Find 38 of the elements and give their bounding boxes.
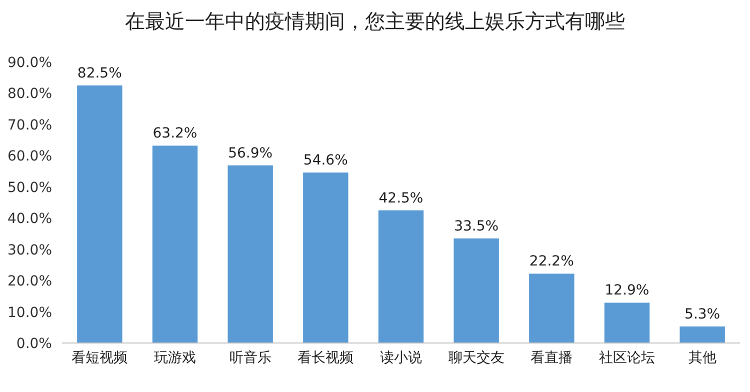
y-tick-label: 10.0% <box>8 304 52 321</box>
y-tick-label: 80.0% <box>8 86 52 102</box>
x-tick-label: 看短视频 <box>72 350 128 366</box>
x-tick-label: 玩游戏 <box>154 350 196 366</box>
y-tick-label: 0.0% <box>16 336 52 352</box>
y-tick-label: 50.0% <box>8 180 52 196</box>
y-tick-label: 70.0% <box>8 117 52 134</box>
data-label: 54.6% <box>303 152 348 169</box>
data-label: 33.5% <box>454 218 499 234</box>
y-tick-label: 90.0% <box>8 55 52 71</box>
x-tick-label: 其他 <box>688 350 716 366</box>
y-tick-label: 40.0% <box>8 211 52 228</box>
data-label: 22.2% <box>529 254 574 270</box>
bar <box>152 146 198 343</box>
bar <box>228 165 273 343</box>
x-tick-label: 读小说 <box>380 350 422 366</box>
x-tick-label: 聊天交友 <box>448 350 504 366</box>
x-tick-label: 看长视频 <box>298 350 354 366</box>
data-label: 12.9% <box>604 282 650 299</box>
bar <box>604 302 650 343</box>
x-tick-label: 听音乐 <box>229 350 272 366</box>
bar <box>454 238 499 343</box>
bar <box>303 172 348 343</box>
data-label: 63.2% <box>152 126 198 142</box>
data-label: 56.9% <box>228 145 273 162</box>
x-tick-label: 社区论坛 <box>599 350 655 366</box>
y-tick-label: 30.0% <box>8 242 52 258</box>
bar <box>680 326 725 343</box>
bar <box>529 274 574 343</box>
data-label: 82.5% <box>77 65 122 82</box>
bar <box>378 210 424 343</box>
bar <box>77 85 122 343</box>
x-tick-label: 看直播 <box>530 350 573 366</box>
data-label: 5.3% <box>684 306 720 322</box>
y-tick-label: 60.0% <box>8 148 52 165</box>
data-label: 42.5% <box>378 190 424 206</box>
chart-title: 在最近一年中的疫情期间，您主要的线上娱乐方式有哪些 <box>125 9 625 33</box>
y-tick-label: 20.0% <box>8 274 52 290</box>
